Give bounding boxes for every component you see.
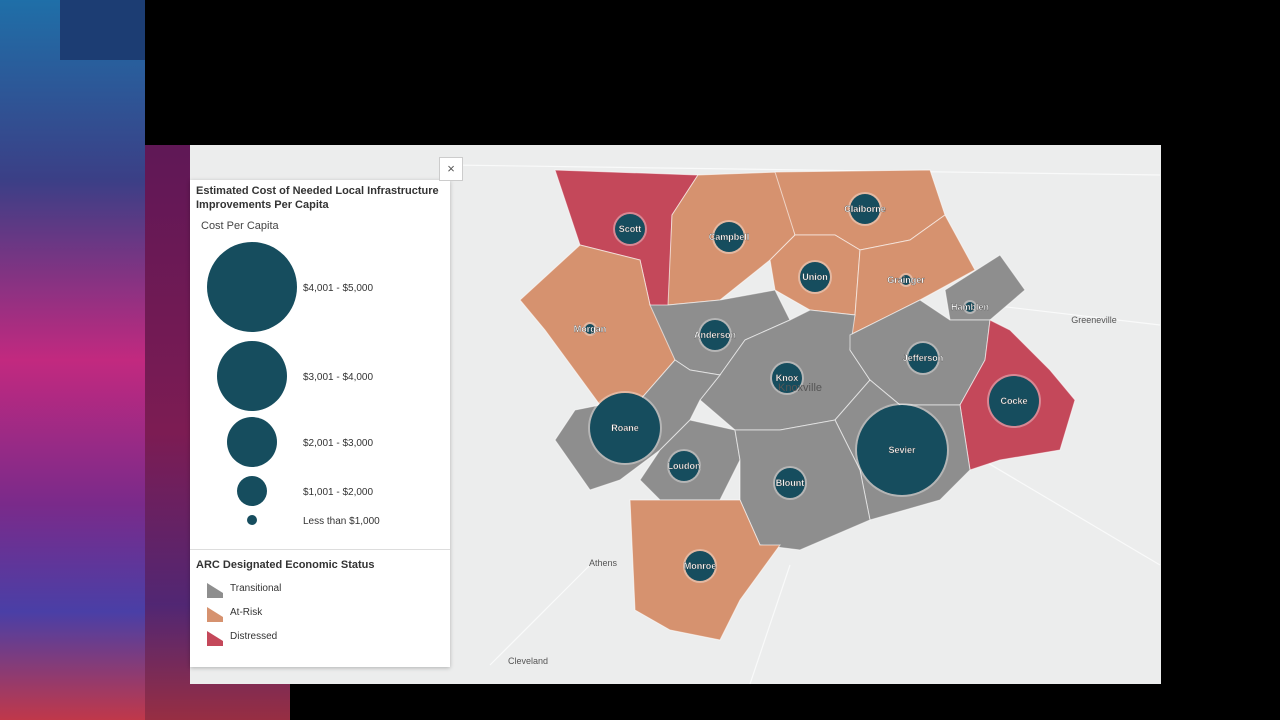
background-strip [0,0,145,720]
county-symbol[interactable] [800,262,830,292]
county-symbol[interactable] [590,393,660,463]
legend-section-title: ARC Designated Economic Status [196,559,375,571]
county-symbol[interactable] [965,302,975,312]
status-label: Transitional [230,583,281,594]
county-label: Grainger [887,275,925,285]
county-symbol[interactable] [989,376,1039,426]
county-label: Morgan [574,324,607,334]
size-label: $1,001 - $2,000 [303,487,373,498]
county-label: Blount [776,478,805,488]
county-symbol[interactable] [700,320,730,350]
county-symbol[interactable] [669,451,699,481]
county-label: Sevier [888,445,916,455]
county-label: Hamblen [951,302,989,312]
county-label: Scott [619,224,642,234]
place-label: Knoxville [778,382,822,394]
county-label: Union [802,272,828,282]
county-symbol[interactable] [772,363,802,393]
status-swatch [207,607,223,622]
county-symbol[interactable] [850,194,880,224]
size-label: $2,001 - $3,000 [303,438,373,449]
size-symbol [217,341,287,411]
size-label: $3,001 - $4,000 [303,372,373,383]
county-symbol[interactable] [857,405,947,495]
county-label: Cocke [1000,396,1027,406]
county-symbol[interactable] [585,324,595,334]
county-label: Jefferson [903,353,944,363]
status-swatch [207,631,223,646]
background-strip [60,0,145,60]
county-symbol[interactable] [775,468,805,498]
size-label: $4,001 - $5,000 [303,283,373,294]
county-label: Loudon [668,461,701,471]
county-symbol[interactable] [685,551,715,581]
map-canvas: Scott Campbell Claiborne Union Grainger Hambl… [449,164,1161,685]
legend-subtitle: Cost Per Capita [201,220,279,232]
place-label: Athens [589,558,618,568]
status-swatch [207,583,223,598]
county-symbol[interactable] [714,222,744,252]
divider [190,549,450,550]
legend-title: Estimated Cost of Needed Local Infrastru… [196,185,439,211]
place-label: Cleveland [508,656,548,666]
close-button[interactable]: × [439,157,463,181]
place-label: Greeneville [1071,315,1117,325]
size-symbol [227,417,277,467]
county-label: Knox [776,373,799,383]
size-symbol [247,515,257,525]
county-label: Monroe [684,561,717,571]
county[interactable] [944,254,1026,321]
county-label: Anderson [694,330,736,340]
county-symbol[interactable] [615,214,645,244]
legend-symbols: $4,001 - $5,000 $3,001 - $4,000 $2,001 - $… [207,242,380,646]
county-label: Roane [611,423,639,433]
size-symbol [237,476,267,506]
legend-panel: Estimated Cost of Needed Local Infrastru… [190,180,450,667]
county-label: Claiborne [844,204,886,214]
county-label: Campbell [709,232,750,242]
county-symbol[interactable] [901,275,911,285]
county-symbol[interactable] [908,343,938,373]
size-symbol [207,242,297,332]
size-label: Less than $1,000 [303,516,380,527]
status-label: Distressed [230,631,277,642]
status-label: At-Risk [230,607,263,618]
